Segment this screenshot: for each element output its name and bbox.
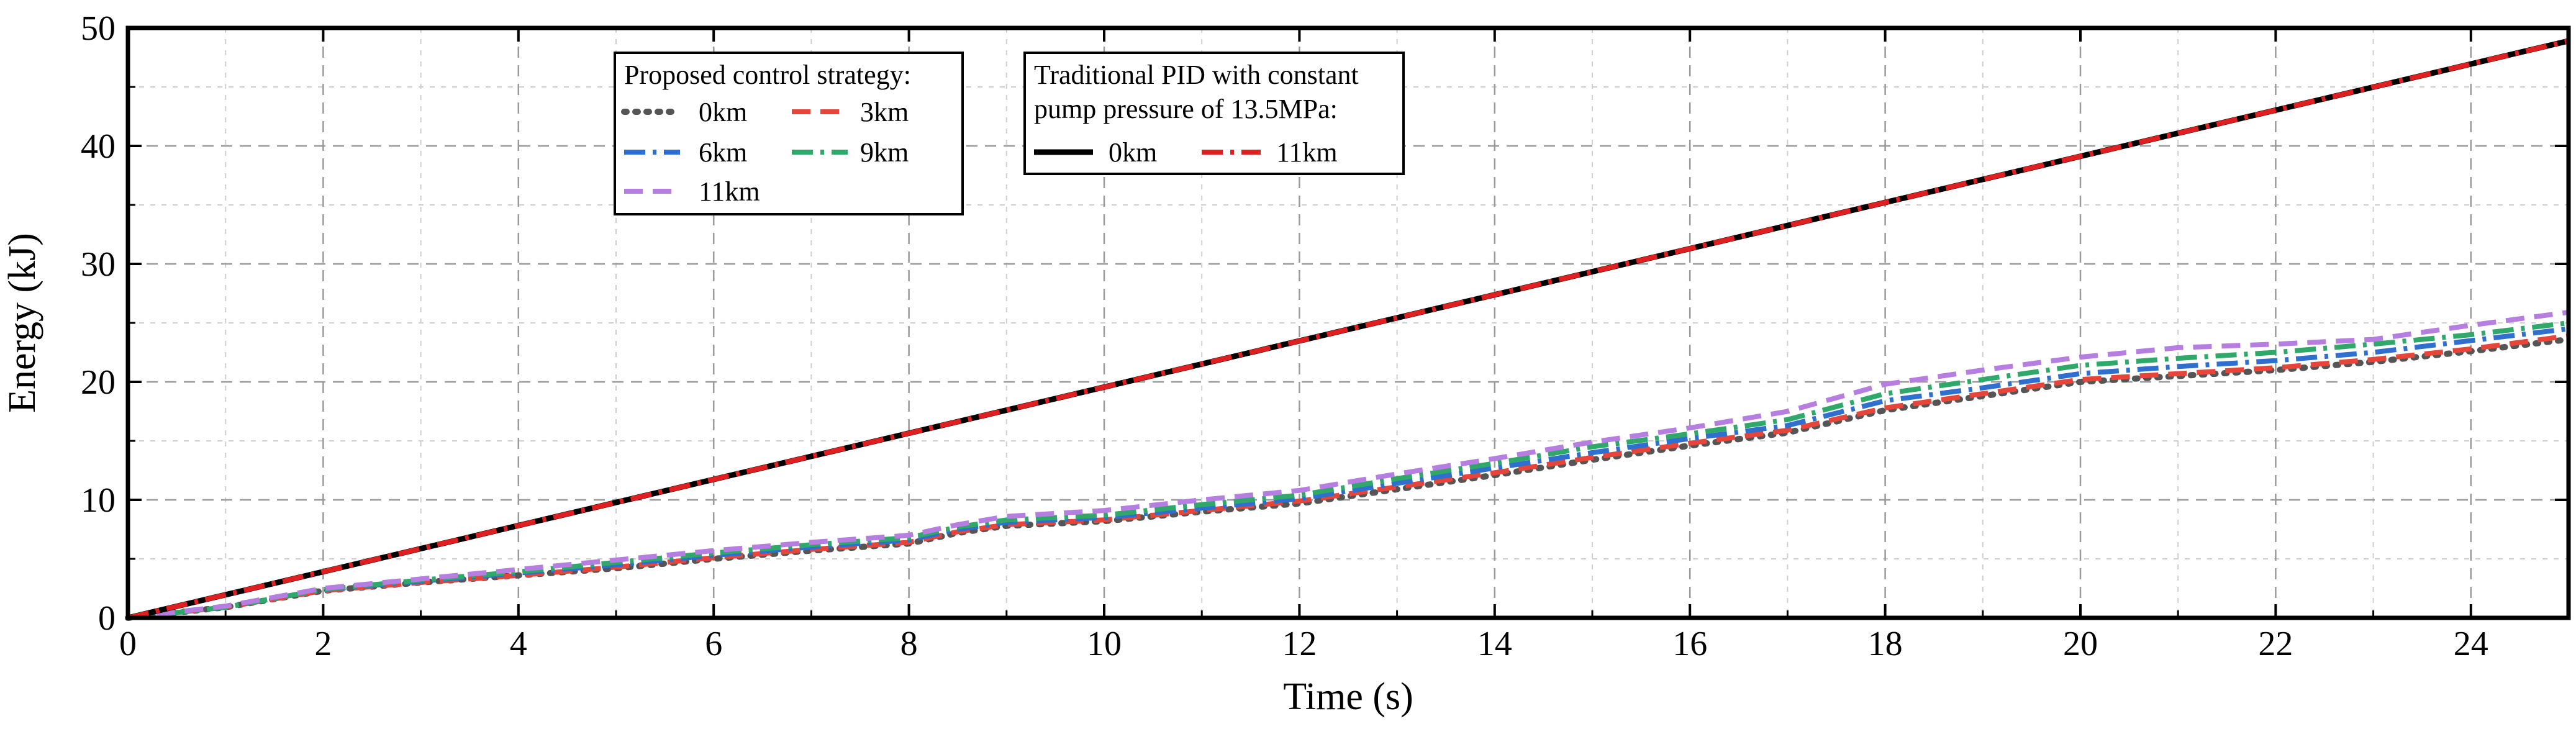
series-line-9km-proposed xyxy=(127,320,2569,620)
y-tick-label: 30 xyxy=(81,245,116,284)
x-tick-label: 18 xyxy=(1868,625,1903,663)
legend-label-pid-11km: 11km xyxy=(1276,137,1338,168)
legend-label-0km: 0km xyxy=(699,97,747,127)
y-tick-label: 40 xyxy=(81,127,116,166)
legend-label-9km: 9km xyxy=(860,137,909,168)
series-line-11km-pid xyxy=(127,38,2569,620)
x-tick-label: 22 xyxy=(2258,625,2293,663)
y-tick-label: 50 xyxy=(81,9,116,48)
legend-label-6km: 6km xyxy=(699,137,747,168)
x-tick-label: 2 xyxy=(314,625,332,663)
x-tick-label: 24 xyxy=(2454,625,2488,663)
x-tick-label: 6 xyxy=(705,625,722,663)
x-tick-label: 10 xyxy=(1087,625,1122,663)
x-axis-title: Time (s) xyxy=(1283,676,1413,718)
legend-proposed-title: Proposed control strategy: xyxy=(624,60,911,90)
legend-pid-title-line2: pump pressure of 13.5MPa: xyxy=(1034,94,1338,124)
x-tick-label: 20 xyxy=(2063,625,2098,663)
legend-label-11km: 11km xyxy=(699,176,760,207)
y-tick-label: 0 xyxy=(98,599,116,638)
x-tick-label: 14 xyxy=(1477,625,1512,663)
x-tick-label: 0 xyxy=(119,625,137,663)
y-tick-label: 20 xyxy=(81,363,116,402)
legend-traditional-pid: Traditional PID with constant pump press… xyxy=(1023,52,1405,175)
x-tick-label: 16 xyxy=(1672,625,1707,663)
axis-ticks xyxy=(127,27,2569,619)
legend-proposed: Proposed control strategy: 0km 3km 6km 9… xyxy=(614,52,964,215)
legend-pid-title-line1: Traditional PID with constant xyxy=(1034,60,1359,90)
plot-series xyxy=(125,38,2572,621)
y-axis-title: Energy (kJ) xyxy=(1,233,43,413)
x-tick-label: 12 xyxy=(1282,625,1317,663)
series-line-11km-proposed xyxy=(127,309,2569,620)
legend-proposed-box xyxy=(614,52,964,215)
x-tick-label: 8 xyxy=(900,625,918,663)
legend-label-pid-0km: 0km xyxy=(1109,137,1157,168)
y-tick-label: 10 xyxy=(81,481,116,520)
series-line-6km-proposed xyxy=(127,326,2569,620)
series-line-3km-proposed xyxy=(127,333,2569,620)
x-tick-label: 4 xyxy=(510,625,527,663)
legend-label-3km: 3km xyxy=(860,97,909,127)
